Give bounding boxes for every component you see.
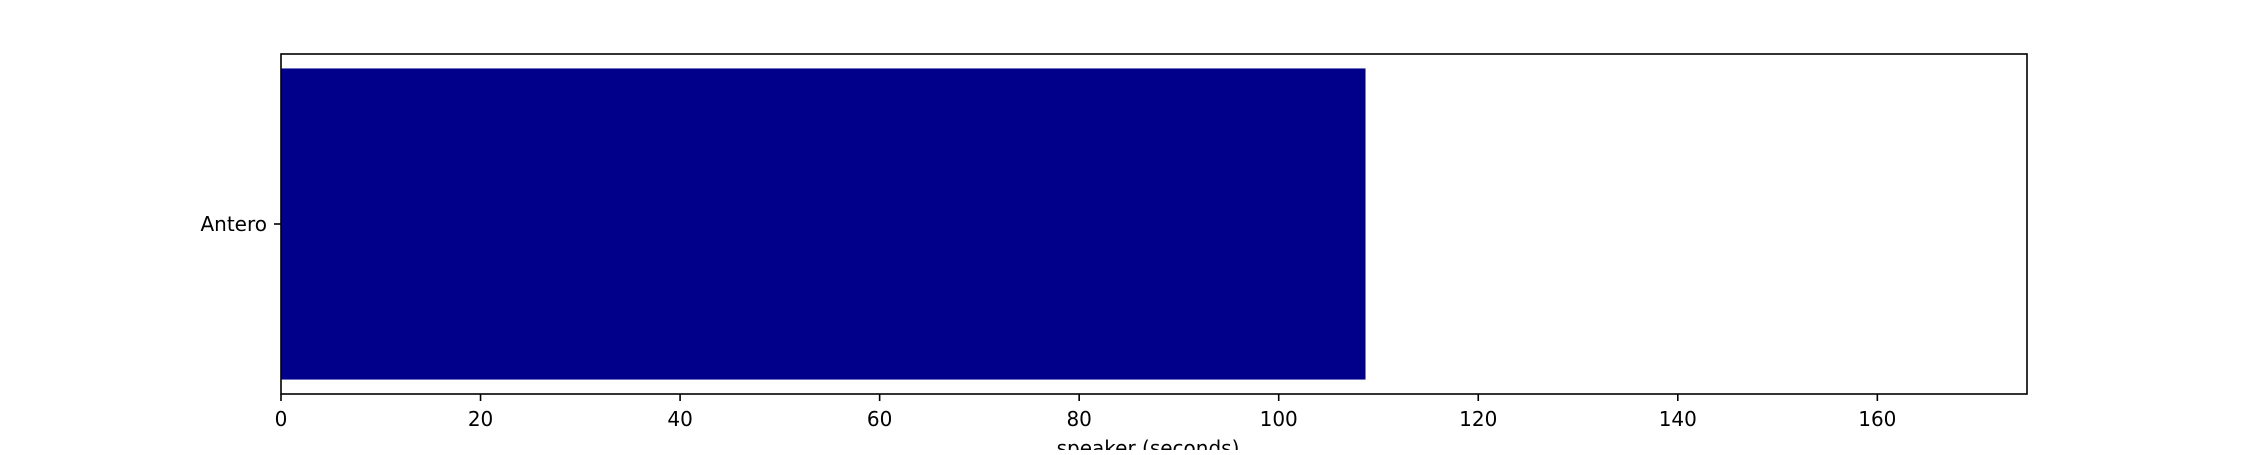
x-tick-label: 80 — [1066, 407, 1091, 431]
y-axis: Antero — [200, 212, 281, 236]
x-tick-label: 140 — [1659, 407, 1697, 431]
bars-layer — [281, 68, 1366, 380]
x-tick-label: 40 — [667, 407, 692, 431]
x-tick-label: 160 — [1858, 407, 1896, 431]
x-tick-label: 120 — [1459, 407, 1497, 431]
x-axis: 0 20 40 60 80 100 120 140 160 — [275, 394, 1896, 431]
x-tick-label: 20 — [468, 407, 493, 431]
x-axis-label: speaker (seconds) — [1057, 436, 1240, 450]
x-tick-label: 0 — [275, 407, 288, 431]
x-tick-label: 100 — [1260, 407, 1298, 431]
y-tick-label: Antero — [200, 212, 267, 236]
bar-antero — [281, 68, 1366, 380]
x-tick-label: 60 — [867, 407, 892, 431]
